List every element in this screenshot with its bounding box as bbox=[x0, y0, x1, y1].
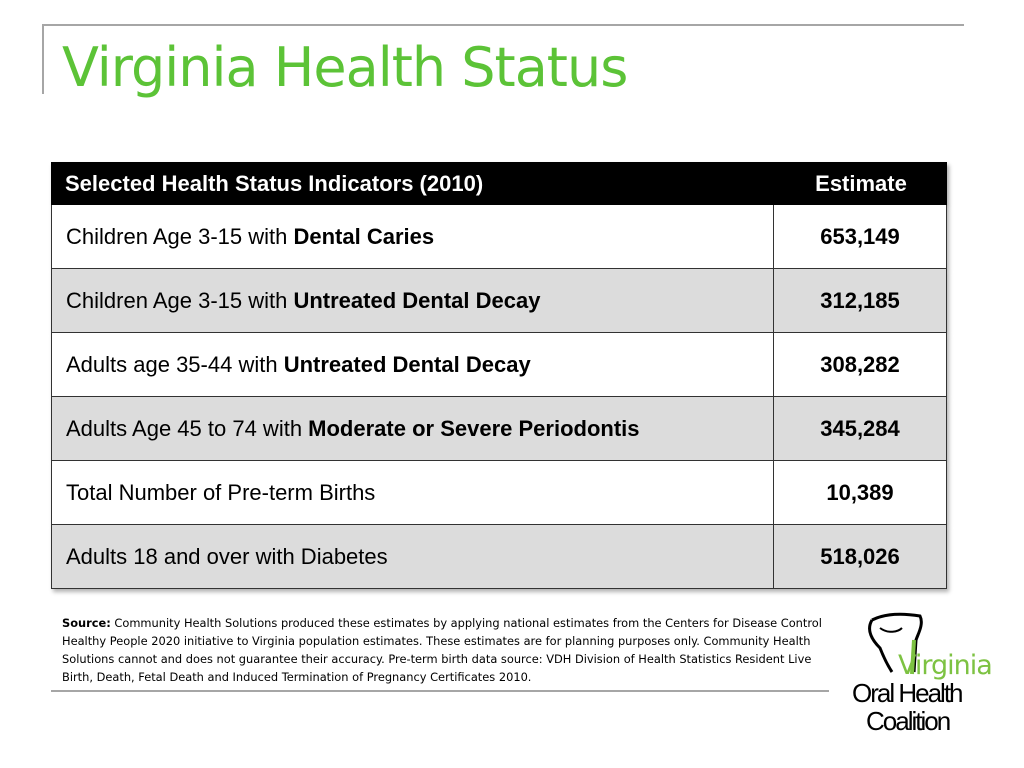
estimate-cell: 518,026 bbox=[820, 543, 900, 569]
left-rule bbox=[42, 24, 44, 94]
table-row: Total Number of Pre-term Births 10,389 bbox=[51, 461, 947, 525]
source-note: Source: Community Health Solutions produ… bbox=[62, 614, 832, 686]
source-label: Source: bbox=[62, 616, 111, 630]
header-estimate: Estimate bbox=[815, 170, 907, 196]
indicator-text: Adults 18 and over with Diabetes bbox=[66, 543, 388, 569]
estimate-cell: 653,149 bbox=[820, 223, 900, 249]
indicator-cell: Adults age 35-44 with Untreated Dental D… bbox=[52, 333, 774, 396]
virginia-oral-health-coalition-logo: Virginia Oral Health Coalition bbox=[848, 610, 993, 740]
logo-line-coalition: Coalition bbox=[866, 706, 951, 736]
indicator-cell: Total Number of Pre-term Births bbox=[52, 461, 774, 524]
estimate-cell: 308,282 bbox=[820, 351, 900, 377]
table-header: Selected Health Status Indicators (2010)… bbox=[51, 162, 947, 205]
indicator-text: Children Age 3-15 with bbox=[66, 287, 294, 313]
slide-title: Virginia Health Status bbox=[62, 36, 628, 99]
indicator-bold: Moderate or Severe Periodontis bbox=[308, 415, 640, 441]
source-text: Community Health Solutions produced thes… bbox=[62, 616, 822, 684]
logo-line-oral-health: Oral Health bbox=[852, 678, 963, 708]
table-row: Adults Age 45 to 74 with Moderate or Sev… bbox=[51, 397, 947, 461]
estimate-cell: 312,185 bbox=[820, 287, 900, 313]
table-row: Adults 18 and over with Diabetes 518,026 bbox=[51, 525, 947, 589]
top-rule bbox=[42, 24, 964, 26]
indicator-cell: Adults Age 45 to 74 with Moderate or Sev… bbox=[52, 397, 774, 460]
bottom-rule bbox=[51, 690, 829, 692]
indicator-cell: Children Age 3-15 with Dental Caries bbox=[52, 205, 774, 268]
estimate-cell: 10,389 bbox=[826, 479, 894, 505]
indicator-text: Adults age 35-44 with bbox=[66, 351, 284, 377]
indicator-bold: Untreated Dental Decay bbox=[293, 287, 541, 313]
table-row: Children Age 3-15 with Dental Caries 653,… bbox=[51, 205, 947, 269]
indicator-bold: Dental Caries bbox=[293, 223, 435, 249]
indicator-cell: Children Age 3-15 with Untreated Dental … bbox=[52, 269, 774, 332]
tooth-icon bbox=[868, 612, 923, 675]
indicator-cell: Adults 18 and over with Diabetes bbox=[52, 525, 774, 588]
indicator-text: Children Age 3-15 with bbox=[66, 223, 294, 249]
table-row: Adults age 35-44 with Untreated Dental D… bbox=[51, 333, 947, 397]
table-row: Children Age 3-15 with Untreated Dental … bbox=[51, 269, 947, 333]
health-indicators-table: Selected Health Status Indicators (2010)… bbox=[51, 162, 947, 589]
indicator-text: Adults Age 45 to 74 with bbox=[66, 415, 309, 441]
logo-line-virginia: Virginia bbox=[898, 650, 993, 681]
header-indicator: Selected Health Status Indicators (2010) bbox=[65, 170, 484, 196]
indicator-bold: Untreated Dental Decay bbox=[283, 351, 531, 377]
indicator-text: Total Number of Pre-term Births bbox=[66, 479, 376, 505]
estimate-cell: 345,284 bbox=[820, 415, 900, 441]
